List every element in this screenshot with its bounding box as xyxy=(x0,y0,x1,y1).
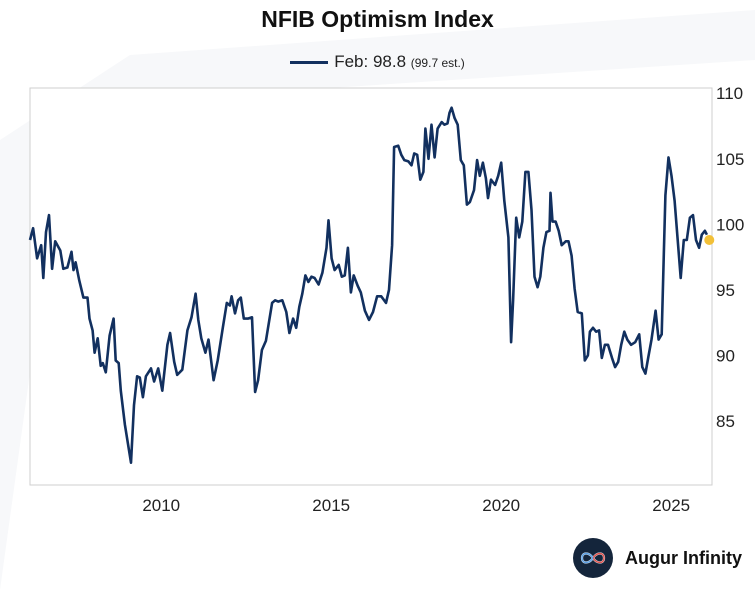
brand-logo: Augur Infinity xyxy=(573,538,742,578)
x-tick-label: 2020 xyxy=(482,496,520,515)
infinity-logo-icon xyxy=(573,538,613,578)
plot-area xyxy=(29,87,713,486)
y-tick-label: 95 xyxy=(716,281,735,300)
y-tick-label: 90 xyxy=(716,346,735,365)
x-tick-label: 2025 xyxy=(652,496,690,515)
y-tick-label: 100 xyxy=(716,215,744,234)
x-tick-label: 2015 xyxy=(312,496,350,515)
latest-value-marker xyxy=(704,234,715,245)
x-tick-label: 2010 xyxy=(142,496,180,515)
legend-label: Feb: 98.8 xyxy=(334,52,407,71)
y-tick-label: 110 xyxy=(716,84,743,103)
legend: Feb: 98.8 (99.7 est.) xyxy=(0,52,755,72)
y-tick-label: 105 xyxy=(716,150,744,169)
brand-name: Augur Infinity xyxy=(625,547,742,568)
chart-title: NFIB Optimism Index xyxy=(261,6,494,32)
legend-estimate-note: (99.7 est.) xyxy=(410,56,465,70)
series-line-nfib xyxy=(28,106,709,464)
legend-line-swatch xyxy=(290,61,329,65)
y-tick-label: 85 xyxy=(716,412,735,431)
